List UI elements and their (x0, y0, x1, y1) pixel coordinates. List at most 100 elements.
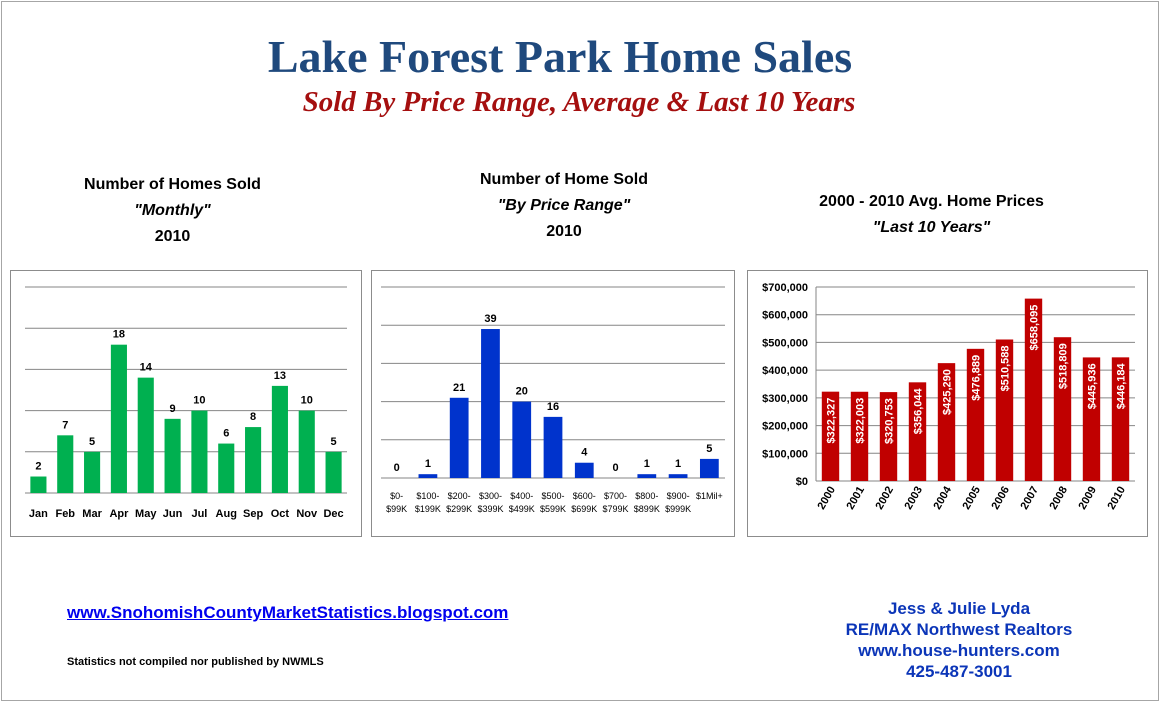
bar (325, 451, 342, 493)
monthly-heading-line3: 2010 (154, 228, 191, 245)
bar (908, 382, 927, 481)
bar (271, 385, 288, 493)
bar (1053, 337, 1072, 481)
data-label: $425,290 (942, 369, 954, 415)
x-tick-label: Oct (271, 508, 290, 520)
x-tick-label: $700- (604, 491, 627, 501)
y-tick-label: $300,000 (762, 393, 808, 405)
x-tick-label: $399K (477, 504, 503, 514)
data-label: 4 (581, 447, 588, 459)
x-tick-label: 2006 (989, 485, 1012, 512)
avg-price-chart-heading: 2000 - 2010 Avg. Home Prices "Last 10 Ye… (780, 189, 1083, 241)
avg-price-heading-line2: "Last 10 Years" (872, 219, 991, 236)
bar (850, 391, 869, 481)
monthly-heading-line2: "Monthly" (134, 202, 211, 219)
bar (164, 418, 181, 493)
bar (245, 427, 262, 493)
x-tick-label: Feb (55, 508, 75, 520)
x-tick-label: $300- (479, 491, 502, 501)
y-tick-label: $400,000 (762, 365, 808, 377)
data-label: $446,184 (1116, 362, 1128, 409)
x-tick-label: May (135, 508, 157, 520)
y-tick-label: $0 (796, 476, 808, 488)
monthly-chart-heading: Number of Homes Sold "Monthly" 2010 (40, 172, 305, 250)
price-range-heading-line3: 2010 (546, 223, 582, 240)
data-label: 6 (223, 428, 229, 440)
x-tick-label: $299K (446, 504, 472, 514)
x-tick-label: 2007 (1018, 485, 1041, 512)
x-tick-label: 2001 (844, 485, 867, 512)
x-tick-label: $0- (390, 491, 403, 501)
y-tick-label: $700,000 (762, 282, 808, 294)
x-tick-label: 2003 (902, 485, 925, 512)
x-tick-label: $500- (541, 491, 564, 501)
x-tick-label: Dec (323, 508, 343, 520)
data-label: 0 (612, 462, 618, 474)
contact-website[interactable]: www.house-hunters.com (858, 641, 1060, 660)
x-tick-label: Apr (109, 508, 129, 520)
y-tick-label: $200,000 (762, 421, 808, 433)
data-label: 5 (89, 436, 95, 448)
x-tick-label: $400- (510, 491, 533, 501)
bar (1024, 298, 1043, 481)
bar (821, 391, 840, 481)
contact-block: Jess & Julie Lyda RE/MAX Northwest Realt… (800, 598, 1118, 682)
data-label: $476,889 (971, 355, 983, 401)
x-tick-label: $1Mil+ (696, 491, 723, 501)
data-label: 16 (547, 401, 559, 413)
bar (966, 348, 985, 481)
data-label: $445,936 (1087, 363, 1099, 409)
data-label: 2 (35, 461, 41, 473)
page-subtitle: Sold By Price Range, Average & Last 10 Y… (302, 86, 856, 118)
data-label: 14 (140, 362, 153, 374)
disclaimer-text: Statistics not compiled nor published by… (67, 656, 324, 668)
x-tick-label: $699K (571, 504, 597, 514)
price-range-heading-line1: Number of Home Sold (479, 171, 648, 188)
data-label: 39 (484, 313, 496, 325)
data-label: 1 (644, 458, 650, 470)
data-label: 10 (193, 395, 205, 407)
x-tick-label: $199K (415, 504, 441, 514)
monthly-sales-chart: 2 Jan 7 Feb 5 Mar 18 Apr 14 May 9 Jun 10 Jul 6 Aug 8 Sep 1… (10, 270, 362, 537)
price-range-chart-heading: Number of Home Sold "By Price Range" 201… (430, 167, 698, 245)
bar (879, 392, 898, 481)
bar (699, 458, 719, 478)
price-range-svg: 0 $0- $99K 1 $100- $199K 21 $200- $299K 39 $300- $3… (381, 286, 725, 514)
data-label: $356,044 (913, 387, 925, 434)
x-tick-label: 2005 (960, 485, 983, 512)
bar (110, 344, 127, 493)
x-tick-label: Jan (29, 508, 48, 520)
bar (1082, 357, 1101, 481)
x-tick-label: $599K (540, 504, 566, 514)
x-tick-label: 2010 (1105, 485, 1128, 512)
x-tick-label: Nov (296, 508, 318, 520)
data-label: $322,003 (855, 398, 867, 444)
bar (574, 462, 594, 478)
data-label: 13 (274, 370, 286, 382)
bar (1111, 357, 1130, 481)
x-tick-label: 2004 (931, 484, 954, 512)
bar (298, 410, 315, 493)
bar (668, 474, 688, 478)
data-label: $322,327 (826, 398, 838, 444)
data-label: $518,809 (1058, 343, 1070, 389)
data-label: 5 (331, 436, 337, 448)
data-label: 0 (394, 462, 400, 474)
contact-name: Jess & Julie Lyda (887, 599, 1031, 618)
x-tick-label: 2000 (815, 485, 838, 512)
bar (418, 474, 438, 478)
data-label: 21 (453, 382, 465, 394)
blog-link[interactable]: www.SnohomishCountyMarketStatistics.blog… (67, 603, 509, 622)
y-tick-label: $100,000 (762, 448, 808, 460)
data-label: $510,588 (1000, 345, 1012, 391)
bar (995, 339, 1014, 481)
x-tick-label: $799K (603, 504, 629, 514)
avg-price-chart: $0 $100,000 $200,000 $300,000 $400,000 $500,0… (747, 270, 1148, 537)
data-label: 9 (170, 403, 176, 415)
y-tick-label: $500,000 (762, 337, 808, 349)
x-tick-label: $899K (634, 504, 660, 514)
data-label: $658,095 (1029, 305, 1041, 351)
x-tick-label: $800- (635, 491, 658, 501)
x-tick-label: $600- (573, 491, 596, 501)
